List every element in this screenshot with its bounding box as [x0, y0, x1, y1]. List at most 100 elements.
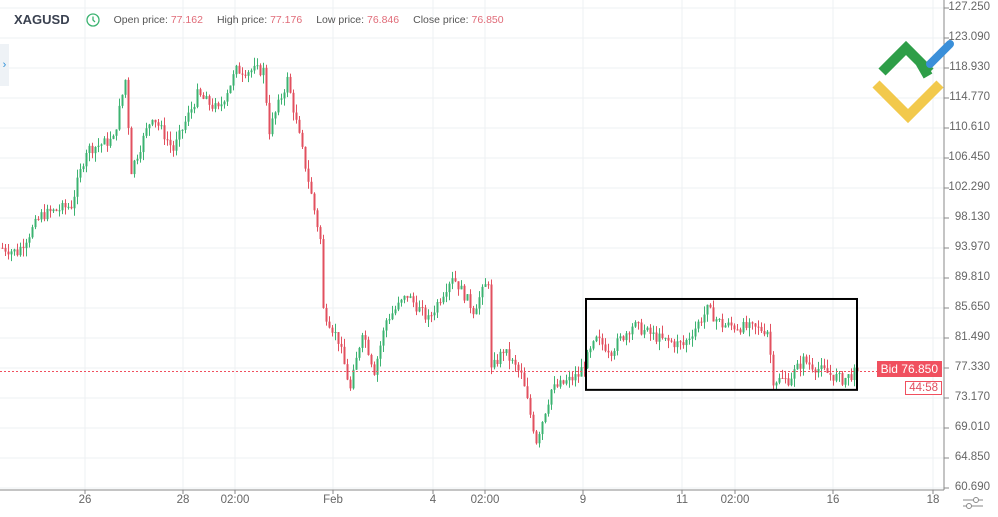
candle-body: [286, 76, 289, 93]
candle-body: [472, 308, 475, 315]
candle-body: [25, 242, 28, 249]
candle-body: [607, 350, 610, 353]
candle-body: [358, 347, 361, 358]
candle-body: [73, 196, 76, 209]
price-label: 102.290: [948, 181, 990, 193]
candle-body: [43, 212, 46, 220]
candle-body: [184, 121, 187, 130]
candle-body: [757, 326, 760, 328]
candle-body: [22, 246, 25, 249]
price-label: 123.090: [948, 31, 990, 43]
candle-body: [712, 307, 715, 322]
candle-body: [301, 132, 304, 147]
candle-body: [7, 251, 10, 255]
candle-body: [220, 104, 223, 107]
candle-body: [40, 212, 43, 220]
candle-body: [157, 122, 160, 126]
candle-body: [595, 336, 598, 342]
candle-body: [313, 193, 316, 211]
candle-body: [262, 67, 265, 76]
candle-body: [505, 349, 508, 354]
price-label: 77.330: [954, 361, 990, 373]
candle-body: [550, 389, 553, 405]
candle-body: [541, 421, 544, 435]
candle-body: [517, 364, 520, 371]
candle-body: [235, 65, 238, 75]
candle-body: [814, 369, 817, 373]
candle-body: [583, 367, 586, 369]
candle-body: [589, 348, 592, 353]
candle-body: [316, 210, 319, 228]
candle-body: [145, 128, 148, 136]
candle-body: [265, 67, 268, 103]
candle-body: [205, 96, 208, 99]
candle-body: [109, 138, 112, 146]
candle-body: [193, 106, 196, 110]
candle-body: [730, 322, 733, 326]
candle-body: [715, 319, 718, 322]
candle-body: [322, 239, 325, 308]
candle-body: [124, 79, 127, 95]
candle-body: [709, 304, 712, 308]
candle-body: [64, 203, 67, 208]
candle-body: [352, 369, 355, 389]
price-label: 98.130: [954, 211, 990, 223]
candle-body: [328, 321, 331, 328]
price-label: 69.010: [954, 421, 990, 433]
candle-body: [208, 96, 211, 105]
candle-body: [643, 330, 646, 335]
candle-body: [79, 169, 82, 178]
candle-body: [259, 65, 262, 76]
candle-body: [832, 374, 835, 381]
candle-body: [796, 363, 799, 370]
candle-body: [610, 352, 613, 356]
clock-icon[interactable]: [85, 12, 100, 27]
candle-body: [103, 138, 106, 145]
candle-body: [574, 374, 577, 381]
price-label: 110.610: [949, 121, 990, 133]
chevron-right-icon[interactable]: ›: [0, 44, 9, 86]
candle-body: [439, 302, 442, 304]
candle-body: [295, 112, 298, 120]
candle-body: [343, 346, 346, 365]
candle-body: [700, 321, 703, 323]
candle-body: [289, 76, 292, 93]
candle-body: [568, 376, 571, 381]
candle-body: [223, 101, 226, 105]
time-label: 02:00: [470, 494, 500, 506]
candle-body: [397, 302, 400, 310]
candle-body: [169, 139, 172, 146]
candle-body: [58, 210, 61, 212]
candle-body: [739, 329, 742, 333]
candle-body: [274, 112, 277, 119]
candle-body: [784, 378, 787, 380]
candle-body: [271, 118, 274, 135]
sliders-icon[interactable]: [962, 496, 984, 510]
candle-body: [181, 129, 184, 131]
candle-body: [370, 354, 373, 365]
candle-body: [679, 341, 682, 343]
candle-body: [250, 70, 253, 73]
low-price: Low price: 76.846: [316, 13, 400, 26]
candle-body: [415, 302, 418, 312]
candle-body: [817, 368, 820, 373]
candle-body: [442, 296, 445, 303]
candle-body: [10, 251, 13, 255]
candle-body: [775, 382, 778, 386]
candle-body: [628, 333, 631, 335]
candle-body: [133, 160, 136, 175]
candle-body: [808, 362, 811, 365]
candle-body: [121, 94, 124, 106]
candle-body: [130, 127, 133, 175]
candle-body: [577, 374, 580, 377]
candle-body: [445, 292, 448, 297]
candle-body: [562, 380, 565, 384]
candle-body: [454, 278, 457, 282]
candle-body: [190, 109, 193, 113]
candle-body: [736, 329, 739, 331]
candle-body: [766, 331, 769, 335]
candle-body: [100, 144, 103, 146]
candle-body: [76, 177, 79, 197]
symbol-label[interactable]: XAGUSD: [14, 12, 70, 27]
